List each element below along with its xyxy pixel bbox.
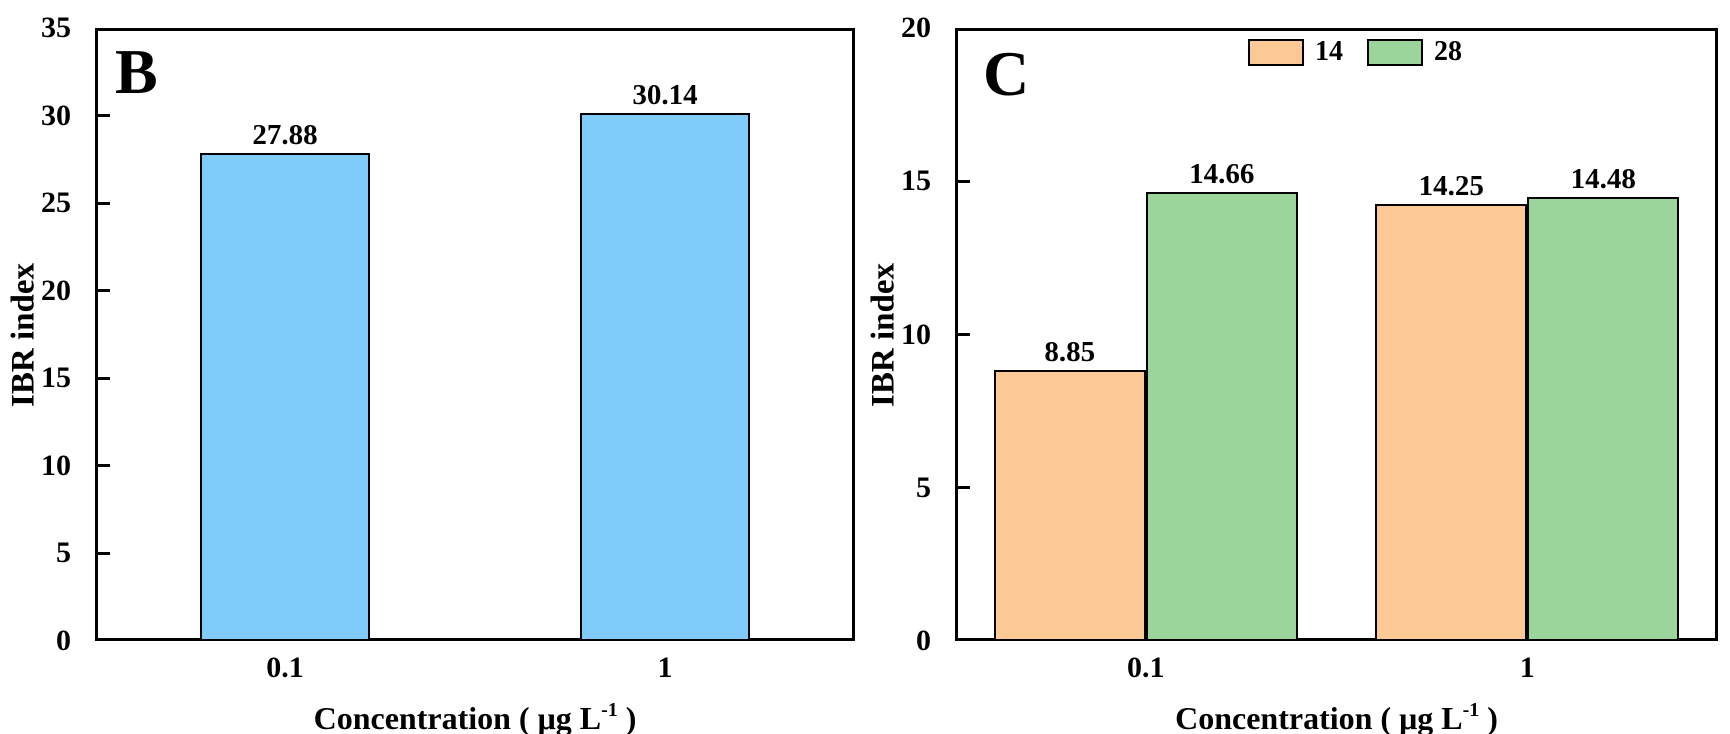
y-tick-label: 15 xyxy=(41,361,71,395)
y-tick-label: 20 xyxy=(41,273,71,307)
x-tick-label: 0.1 xyxy=(266,651,304,684)
x-axis-title: Concentration ( μg L-1 ) xyxy=(313,699,637,734)
bar-value-label: 27.88 xyxy=(252,118,318,151)
y-tick-mark xyxy=(98,551,110,555)
bar-series-group0 xyxy=(200,152,370,641)
legend-label: 14 xyxy=(1315,36,1343,67)
x-axis-title: Concentration ( μg L-1 ) xyxy=(1175,699,1498,734)
y-tick-mark xyxy=(958,179,970,183)
legend-swatch-28 xyxy=(1367,38,1423,66)
panel-label: C xyxy=(983,38,1030,109)
bar-series-group1 xyxy=(580,113,750,641)
y-tick-label: 5 xyxy=(56,536,71,570)
x-tick-label: 1 xyxy=(1519,651,1535,684)
plot-area xyxy=(955,28,1718,641)
panel-label: B xyxy=(115,36,158,107)
legend-label: 28 xyxy=(1434,36,1462,67)
x-tick-label: 0.1 xyxy=(1127,651,1165,684)
y-tick-label: 15 xyxy=(901,164,931,198)
y-tick-label: 10 xyxy=(901,317,931,351)
y-tick-mark xyxy=(958,486,970,490)
bar-value-label: 14.66 xyxy=(1189,157,1255,190)
y-tick-label: 30 xyxy=(41,98,71,132)
bar-value-label: 14.25 xyxy=(1418,170,1484,203)
y-tick-label: 20 xyxy=(901,11,931,44)
y-tick-label: 35 xyxy=(41,11,71,44)
exponent-superscript: -1 xyxy=(601,699,618,721)
y-tick-label: 25 xyxy=(41,186,71,220)
y-tick-mark xyxy=(98,289,110,293)
plot-area xyxy=(95,28,855,641)
y-tick-mark xyxy=(98,114,110,118)
y-tick-mark xyxy=(98,464,110,468)
x-tick-label: 1 xyxy=(657,651,673,684)
y-axis-title: IBR index xyxy=(865,262,902,407)
bar-value-label: 8.85 xyxy=(1044,335,1096,368)
y-tick-label: 5 xyxy=(916,470,931,504)
exponent-superscript: -1 xyxy=(1462,699,1480,721)
bar-value-label: 14.48 xyxy=(1570,163,1636,196)
bar-day28-group1 xyxy=(1527,197,1680,641)
bar-value-label: 30.14 xyxy=(632,79,698,112)
y-tick-label: 0 xyxy=(56,624,71,657)
y-tick-mark xyxy=(98,376,110,380)
legend-swatch-14 xyxy=(1248,38,1304,66)
y-tick-mark xyxy=(98,201,110,205)
bar-day14-group0 xyxy=(993,369,1146,641)
legend: 14 28 xyxy=(1248,38,1486,66)
bar-day28-group0 xyxy=(1145,191,1298,641)
y-tick-mark xyxy=(958,333,970,336)
y-tick-label: 0 xyxy=(916,624,931,657)
bar-day14-group1 xyxy=(1375,204,1528,641)
y-tick-label: 10 xyxy=(41,448,71,482)
